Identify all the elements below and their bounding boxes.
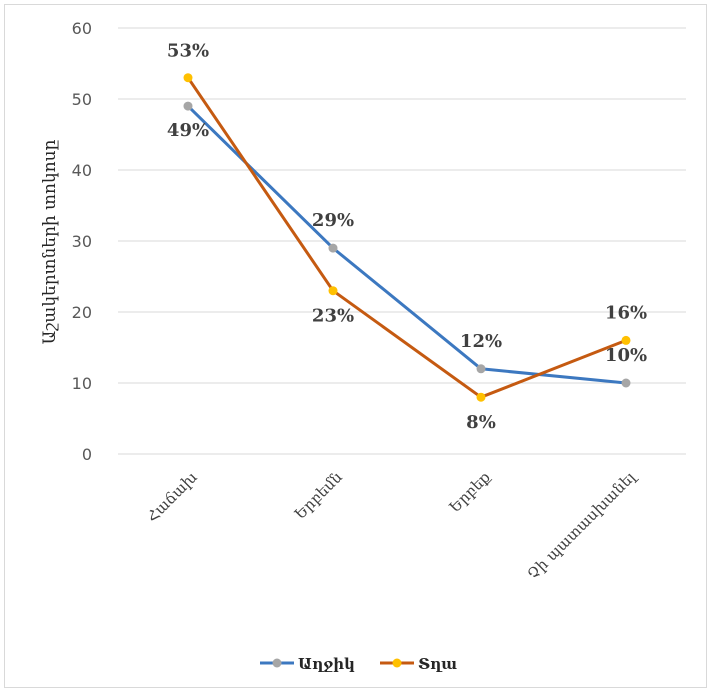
y-tick-label: 0: [82, 445, 92, 464]
data-label: 49%: [167, 120, 209, 141]
data-point: [328, 286, 338, 296]
data-label: 29%: [312, 210, 354, 231]
data-label: 8%: [466, 412, 496, 433]
legend-label: Տղա: [418, 655, 457, 673]
category-label: Հաճախ: [143, 468, 201, 526]
legend-swatch-marker: [392, 658, 402, 668]
category-labels: Հաճախ Երբեմն Երբեք Չի պատասխանել: [143, 467, 640, 583]
data-point: [621, 378, 631, 388]
category-label: Երբեք: [446, 468, 494, 516]
y-tick-label: 40: [72, 161, 92, 180]
data-point: [183, 73, 193, 83]
y-tick-label: 20: [72, 303, 92, 322]
y-axis-label: Աշակերտների տոկոսը: [40, 139, 60, 344]
chart-frame: [4, 4, 707, 688]
data-label: 12%: [460, 331, 502, 352]
legend: Աղջիկ Տղա: [260, 655, 457, 673]
data-label: 53%: [167, 41, 209, 62]
data-label: 23%: [312, 306, 354, 327]
data-point: [476, 364, 486, 374]
data-point: [621, 335, 631, 345]
data-label: 16%: [605, 302, 647, 323]
data-point: [476, 392, 486, 402]
series-line: [186, 76, 628, 399]
category-label: Երբեմն: [291, 468, 346, 523]
series-lines: [186, 76, 628, 399]
legend-swatch-marker: [272, 658, 282, 668]
series-markers: [183, 73, 631, 402]
y-tick-label: 30: [72, 232, 92, 251]
gridlines: [118, 27, 686, 455]
legend-label: Աղջիկ: [298, 655, 355, 673]
data-point: [183, 101, 193, 111]
y-tick-label: 60: [72, 19, 92, 38]
category-label: Չի պատասխանել: [524, 467, 640, 583]
y-tick-label: 10: [72, 374, 92, 393]
data-point: [328, 243, 338, 253]
series-line: [186, 104, 628, 385]
y-tick-label: 50: [72, 90, 92, 109]
data-label: 10%: [605, 345, 647, 366]
y-tick-labels: 0 10 20 30 40 50 60: [72, 19, 92, 464]
data-labels: 49% 29% 12% 10% 53% 23% 8% 16%: [167, 41, 647, 434]
